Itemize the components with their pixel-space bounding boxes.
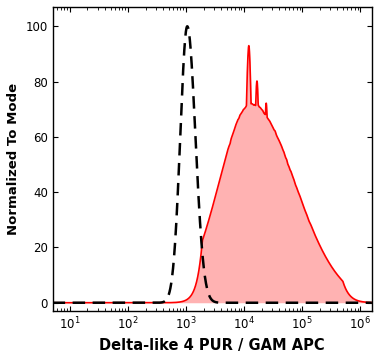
Y-axis label: Normalized To Mode: Normalized To Mode <box>7 83 20 235</box>
X-axis label: Delta-like 4 PUR / GAM APC: Delta-like 4 PUR / GAM APC <box>99 338 325 353</box>
